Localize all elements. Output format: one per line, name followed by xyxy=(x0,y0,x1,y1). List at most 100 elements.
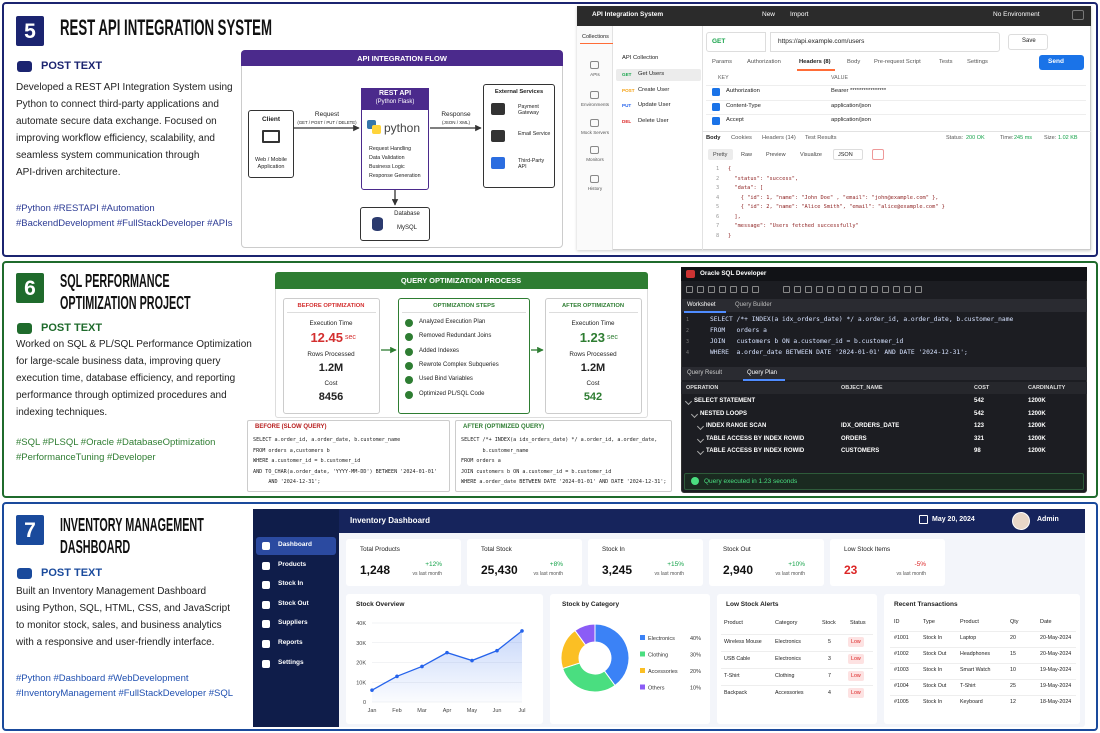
metric-label: Rows Processed xyxy=(307,351,355,358)
cell: 3 xyxy=(828,656,831,662)
hashtags: #InventoryManagement #FullStackDeveloper… xyxy=(16,688,234,699)
divider xyxy=(549,312,638,313)
toolbar-icon[interactable] xyxy=(904,286,911,293)
nav-item[interactable]: Stock In xyxy=(278,580,304,588)
collection-name[interactable]: API Collection xyxy=(622,55,659,61)
toolbar-icon[interactable] xyxy=(860,286,867,293)
sidebar-item[interactable]: Mock Servers xyxy=(580,130,610,135)
nav-item[interactable]: Reports xyxy=(278,639,303,646)
checkbox[interactable] xyxy=(712,102,720,111)
window-title: Oracle SQL Developer xyxy=(700,270,767,277)
result-tab[interactable]: Query Plan xyxy=(747,370,778,376)
url[interactable]: https://api.example.com/users xyxy=(778,38,865,45)
nav-item[interactable]: Products xyxy=(278,560,307,568)
server-item: Business Logic xyxy=(369,164,405,170)
toolbar-icon[interactable] xyxy=(697,286,704,293)
request-tab[interactable]: Settings xyxy=(967,59,988,65)
after-box xyxy=(545,298,642,414)
toolbar-icon[interactable] xyxy=(882,286,889,293)
view-tab[interactable]: Raw xyxy=(741,152,753,158)
nav-item[interactable]: Stock Out xyxy=(278,599,309,607)
format[interactable]: JSON xyxy=(838,152,853,158)
send-label[interactable]: Send xyxy=(1048,58,1064,65)
metric-label: Cost xyxy=(324,380,338,387)
sidebar-item[interactable]: APIs xyxy=(590,72,600,77)
status-pill xyxy=(848,688,864,698)
sidebar-item[interactable]: Environments xyxy=(580,102,610,107)
line-number: 7 xyxy=(716,223,720,229)
response-tab[interactable]: Cookies xyxy=(731,135,752,141)
active-view xyxy=(708,149,733,160)
toolbar-icon[interactable] xyxy=(794,286,801,293)
toolbar-icon[interactable] xyxy=(730,286,737,293)
result-tab[interactable]: Query Result xyxy=(687,370,723,376)
sql-line: WHERE a.order_date BETWEEN DATE '2024-01… xyxy=(710,349,968,356)
nav-icon xyxy=(262,659,270,668)
user-menu[interactable]: Admin xyxy=(1037,516,1059,523)
description-line: using Python, SQL, HTML, CSS, and JavaSc… xyxy=(16,603,230,614)
toolbar-icon[interactable] xyxy=(827,286,834,293)
sql-line: JOIN customers b ON a.customer_id = b.cu… xyxy=(710,338,904,345)
toolbar-icon[interactable] xyxy=(752,286,759,293)
legend-label: Clothing xyxy=(648,653,668,659)
collection-panel xyxy=(613,26,703,250)
request-tab[interactable]: Headers (8) xyxy=(799,59,831,65)
sidebar-item[interactable]: History xyxy=(587,186,603,191)
metric-label: Execution Time xyxy=(571,320,615,327)
client-subtitle: Web / Mobile Application xyxy=(255,157,287,170)
worksheet-tab[interactable]: Worksheet xyxy=(687,302,716,308)
toolbar-icon[interactable] xyxy=(893,286,900,293)
checkbox[interactable] xyxy=(712,117,720,125)
response-tab[interactable]: Body xyxy=(706,135,721,141)
request-name[interactable]: Delete User xyxy=(638,117,669,124)
toolbar-icon[interactable] xyxy=(741,286,748,293)
response-tab[interactable]: Test Results xyxy=(805,135,837,141)
toolbar-icon[interactable] xyxy=(719,286,726,293)
query-builder-tab[interactable]: Query Builder xyxy=(735,302,772,308)
nav-item[interactable]: Settings xyxy=(278,658,304,666)
checkbox[interactable] xyxy=(712,88,720,96)
sidebar-icon xyxy=(590,91,599,99)
python-logo xyxy=(367,120,376,129)
process-title: QUERY OPTIMIZATION PROCESS xyxy=(400,276,522,285)
toolbar-button[interactable]: New xyxy=(762,11,776,18)
toolbar-icon[interactable] xyxy=(871,286,878,293)
toolbar-icon[interactable] xyxy=(838,286,845,293)
view-tab[interactable]: Preview xyxy=(766,152,786,158)
step: Used Bind Variables xyxy=(419,376,473,383)
point xyxy=(445,650,449,655)
request-tab[interactable]: Authorization xyxy=(747,59,781,65)
sidebar-item[interactable]: Monitors xyxy=(586,157,604,162)
request-name[interactable]: Create User xyxy=(638,86,670,93)
description-line: Built an Inventory Management Dashboard xyxy=(16,586,207,597)
toolbar-icon[interactable] xyxy=(708,286,715,293)
toolbar-icon[interactable] xyxy=(783,286,790,293)
nav-item[interactable]: Dashboard xyxy=(278,541,312,548)
view-tab[interactable]: Pretty xyxy=(713,152,728,158)
response-tab[interactable]: Headers (14) xyxy=(762,135,796,141)
sidebar-tab[interactable]: Collections xyxy=(582,34,609,40)
request-tab[interactable]: Tests xyxy=(939,59,953,65)
nav-item[interactable]: Suppliers xyxy=(278,619,308,627)
kpi-note: vs last month xyxy=(896,571,926,577)
toolbar-button[interactable]: Import xyxy=(790,11,809,18)
request-tab[interactable]: Params xyxy=(712,59,732,65)
view-tab[interactable]: Visualize xyxy=(800,152,822,158)
kpi-note: vs last month xyxy=(654,571,684,577)
request-name[interactable]: Get Users xyxy=(638,71,665,77)
toolbar-icon[interactable] xyxy=(816,286,823,293)
database-subtitle: MySQL xyxy=(396,225,417,231)
request-tab[interactable]: Body xyxy=(847,59,861,65)
save-button xyxy=(1008,34,1048,50)
method[interactable]: GET xyxy=(712,38,726,45)
toolbar-icon[interactable] xyxy=(686,286,693,293)
toolbar-icon[interactable] xyxy=(849,286,856,293)
environment-select[interactable]: No Environment xyxy=(993,11,1040,18)
save-label[interactable]: Save xyxy=(1022,38,1036,44)
database-title: Database xyxy=(394,211,420,217)
toolbar-icon[interactable] xyxy=(915,286,922,293)
toolbar-icon[interactable] xyxy=(805,286,812,293)
request-tab[interactable]: Pre-request Script xyxy=(874,59,921,65)
request-name[interactable]: Update User xyxy=(638,102,671,108)
